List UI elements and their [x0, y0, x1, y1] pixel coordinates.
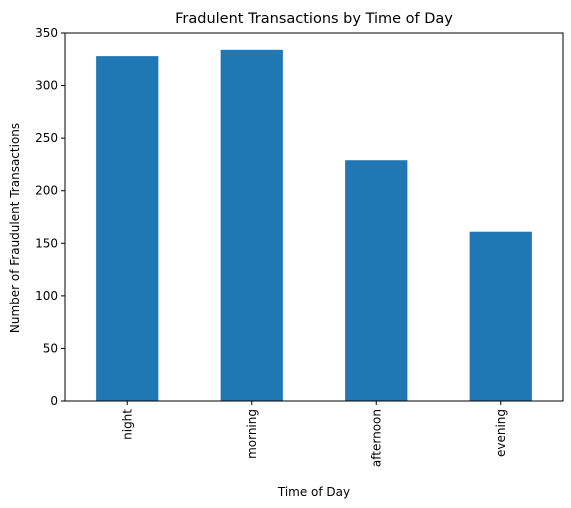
x-axis-label: Time of Day	[277, 485, 350, 499]
y-axis-label: Number of Fraudulent Transactions	[8, 123, 22, 333]
y-tick-label: 250	[35, 131, 58, 145]
bar-morning	[220, 49, 283, 402]
bars-group	[96, 49, 532, 402]
bar-evening	[469, 231, 532, 401]
chart-title: Fradulent Transactions by Time of Day	[175, 11, 453, 27]
x-axis-ticks: night morning afternoon evening	[120, 401, 508, 467]
bar-night	[96, 56, 159, 401]
x-tick-label-evening: evening	[494, 409, 508, 457]
y-tick-label: 150	[35, 236, 58, 250]
y-tick-label: 0	[50, 394, 58, 408]
y-tick-label: 300	[35, 79, 58, 93]
y-axis-ticks: 0 50 100 150 200 250 300 350	[35, 26, 65, 408]
x-tick-label-morning: morning	[245, 409, 259, 459]
plot-frame	[64, 32, 564, 402]
y-tick-label: 350	[35, 26, 58, 40]
y-tick-label: 100	[35, 289, 58, 303]
y-tick-label: 200	[35, 184, 58, 198]
bar-afternoon	[345, 160, 408, 401]
x-tick-label-night: night	[120, 409, 134, 440]
y-tick-label: 50	[43, 341, 58, 355]
x-tick-label-afternoon: afternoon	[369, 409, 383, 467]
